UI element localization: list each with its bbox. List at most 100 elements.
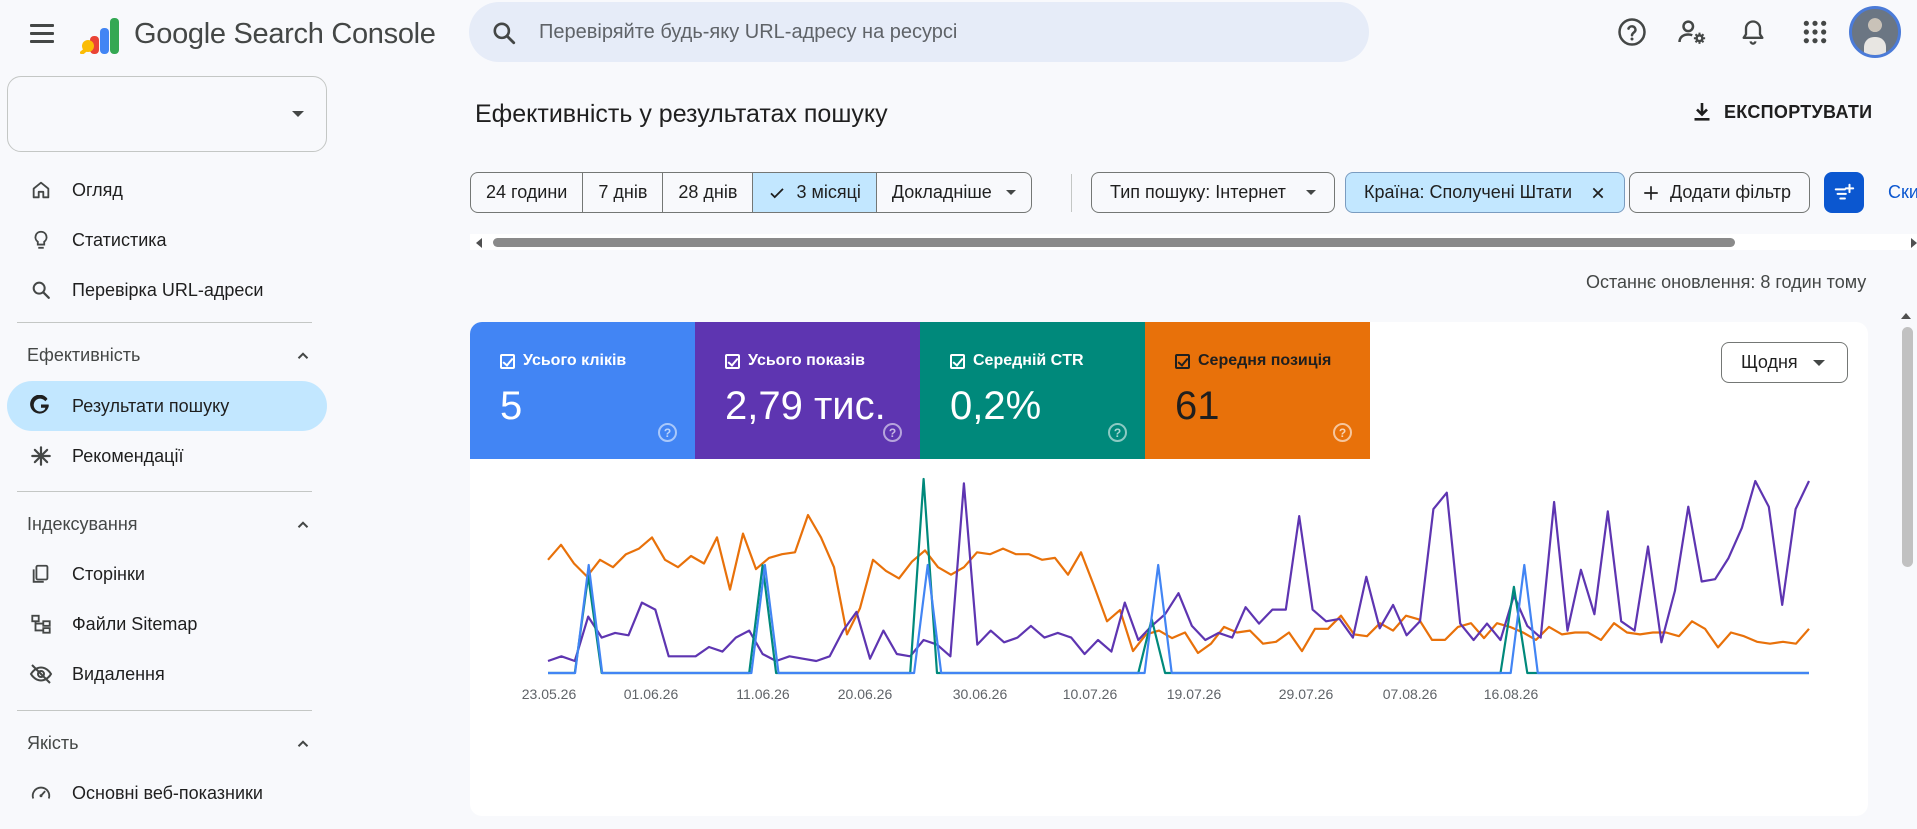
chevron-up-icon[interactable] — [294, 735, 312, 753]
x-tick-label: 23.05.26 — [522, 686, 577, 702]
url-inspection-search[interactable] — [469, 2, 1369, 62]
metric-value: 5 — [500, 384, 523, 428]
help-icon[interactable]: ? — [658, 423, 677, 442]
metric-value: 0,2% — [950, 384, 1042, 428]
x-tick-label: 10.07.26 — [1063, 686, 1118, 702]
plus-icon — [1644, 185, 1658, 200]
help-icon[interactable]: ? — [1108, 423, 1127, 442]
filter-options-button[interactable] — [1824, 172, 1864, 213]
help-button[interactable] — [1614, 14, 1650, 50]
sidebar-item-overview[interactable]: Огляд — [7, 165, 327, 215]
sidebar-item-label: Перевірка URL-адреси — [72, 280, 264, 300]
x-tick-label: 16.08.26 — [1484, 686, 1539, 702]
export-label: ЕКСПОРТУВАТИ — [1724, 101, 1873, 122]
country-filter-label: Країна: Сполучені Штати — [1364, 182, 1573, 202]
divider — [17, 710, 312, 711]
manage-users-button[interactable] — [1674, 14, 1710, 50]
property-selector[interactable] — [7, 76, 327, 152]
checkbox-icon[interactable] — [725, 353, 740, 369]
sidebar-item-pages[interactable]: Сторінки — [7, 549, 327, 599]
add-filter-label: Додати фільтр — [1670, 182, 1791, 202]
section-title-quality: Якість — [27, 733, 79, 753]
top-bar: Google Search Console — [0, 0, 1917, 66]
x-tick-label: 07.08.26 — [1383, 686, 1438, 702]
sidebar-item-search-results[interactable]: Результати пошуку — [7, 381, 327, 431]
metric-total-clicks[interactable]: Усього кліків 5 ? — [470, 322, 695, 459]
checkbox-icon[interactable] — [500, 353, 515, 369]
chevron-down-icon — [1005, 190, 1016, 195]
metric-total-impressions[interactable]: Усього показів 2,79 тис. ? — [695, 322, 920, 459]
vertical-scrollbar[interactable] — [1897, 313, 1917, 829]
help-icon[interactable]: ? — [1333, 423, 1352, 442]
date-range-24h[interactable]: 24 години — [471, 173, 584, 212]
scroll-right-arrow-icon[interactable] — [1911, 238, 1917, 248]
performance-card: Усього кліків 5 ? Усього показів 2,79 ти… — [470, 322, 1868, 816]
series-line — [547, 513, 1810, 655]
search-type-filter[interactable]: Тип пошуку: Інтернет — [1091, 172, 1335, 213]
chevron-down-icon — [1305, 190, 1316, 195]
granularity-select[interactable]: Щодня — [1721, 342, 1848, 383]
date-range-3m[interactable]: 3 місяці — [753, 173, 877, 212]
logo[interactable]: Google Search Console — [80, 14, 436, 54]
date-range-label: 7 днів — [598, 182, 648, 202]
scroll-up-arrow-icon[interactable] — [1901, 313, 1911, 319]
reset-filters-link[interactable]: Ски — [1888, 182, 1917, 202]
download-icon — [1694, 103, 1710, 121]
google-g-icon — [29, 394, 53, 418]
scroll-left-arrow-icon[interactable] — [476, 238, 482, 248]
checkbox-icon[interactable] — [1175, 353, 1190, 369]
chevron-down-icon — [292, 111, 304, 117]
performance-chart: 23.05.26 01.06.26 11.06.26 20.06.26 30.06.26… — [522, 477, 1810, 702]
chevron-up-icon[interactable] — [294, 347, 312, 365]
x-tick-label: 19.07.26 — [1167, 686, 1222, 702]
metric-average-position[interactable]: Середня позиція 61 ? — [1145, 322, 1370, 459]
sidebar-item-recommendations[interactable]: Рекомендації — [7, 431, 327, 481]
horizontal-scrollbar[interactable] — [470, 234, 1917, 250]
chevron-up-icon[interactable] — [294, 516, 312, 534]
sidebar-item-insights[interactable]: Статистика — [7, 215, 327, 265]
metric-value: 61 — [1175, 384, 1220, 428]
notifications-icon — [1742, 20, 1764, 45]
sidebar-item-label: Видалення — [72, 664, 165, 684]
scrollbar-thumb[interactable] — [1902, 327, 1913, 567]
divider — [17, 322, 312, 323]
export-button[interactable]: ЕКСПОРТУВАТИ — [1690, 96, 1872, 128]
notifications-button[interactable] — [1735, 14, 1771, 50]
checkbox-icon[interactable] — [950, 353, 965, 369]
series-line — [547, 479, 1810, 663]
sidebar-item-core-web-vitals[interactable]: Основні веб-показники — [7, 768, 327, 818]
date-range-label: 3 місяці — [796, 182, 861, 202]
sidebar-item-removals[interactable]: Видалення — [7, 649, 327, 699]
search-icon — [493, 22, 516, 45]
sidebar-item-label: Результати пошуку — [72, 396, 230, 416]
add-filter-button[interactable]: Додати фільтр — [1629, 172, 1810, 213]
metric-average-ctr[interactable]: Середній CTR 0,2% ? — [920, 322, 1145, 459]
avatar[interactable] — [1849, 6, 1901, 58]
speedometer-icon — [29, 781, 53, 805]
menu-button[interactable] — [22, 16, 62, 50]
sidebar-item-label: Статистика — [72, 230, 167, 250]
sidebar-item-url-inspection[interactable]: Перевірка URL-адреси — [7, 265, 327, 315]
menu-icon — [30, 23, 54, 27]
help-icon — [1618, 18, 1646, 46]
country-filter[interactable]: Країна: Сполучені Штати — [1345, 172, 1626, 213]
date-range-7d[interactable]: 7 днів — [583, 173, 664, 212]
x-tick-label: 30.06.26 — [953, 686, 1008, 702]
close-icon[interactable] — [1590, 185, 1606, 201]
metric-value: 2,79 тис. — [725, 384, 886, 428]
date-range-28d[interactable]: 28 днів — [663, 173, 754, 212]
granularity-label: Щодня — [1741, 352, 1798, 372]
date-range-more[interactable]: Докладніше — [877, 173, 1031, 212]
x-tick-label: 29.07.26 — [1279, 686, 1334, 702]
date-range-label: 24 години — [486, 182, 568, 202]
lightbulb-icon — [29, 228, 53, 252]
scrollbar-thumb[interactable] — [493, 238, 1735, 247]
search-input[interactable] — [539, 2, 1339, 62]
help-icon[interactable]: ? — [883, 423, 902, 442]
eye-off-icon — [29, 662, 53, 686]
search-console-logo-icon — [80, 18, 119, 54]
pages-icon — [29, 562, 53, 586]
apps-button[interactable] — [1797, 14, 1833, 50]
sidebar-item-sitemaps[interactable]: Файли Sitemap — [7, 599, 327, 649]
